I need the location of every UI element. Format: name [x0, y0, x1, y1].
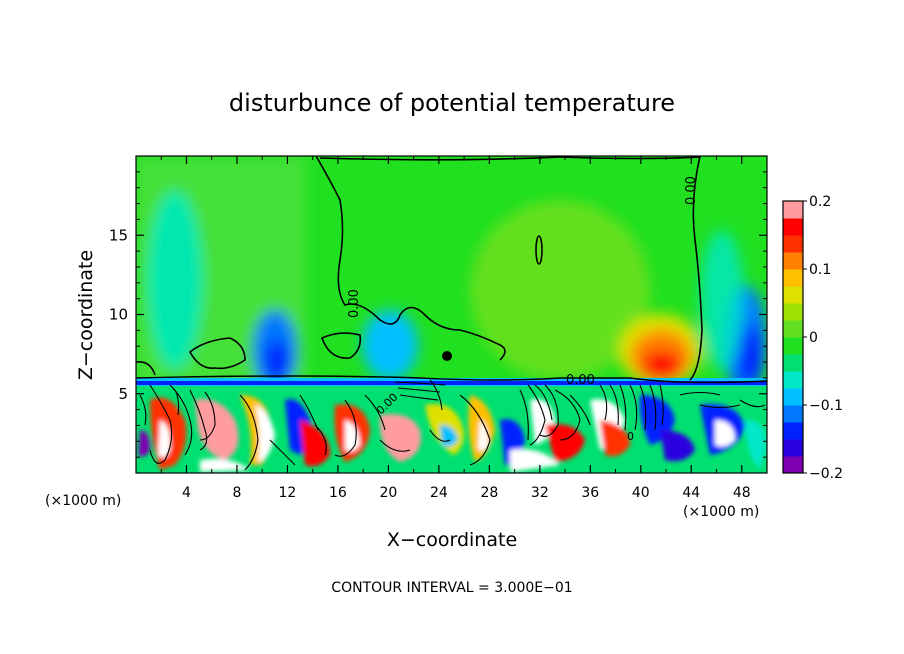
y-axis-label: Z−coordinate — [75, 250, 97, 380]
small-contour-x32 — [535, 235, 543, 265]
colorbar-tick-label: −0.1 — [809, 398, 843, 414]
colorbar-tick-label: 0 — [809, 330, 818, 346]
contour-label: 0.00 — [347, 289, 362, 318]
anomaly-x9-core — [265, 340, 289, 380]
x-tick-label: 20 — [379, 485, 397, 501]
x-tick-label: 48 — [733, 485, 751, 501]
plot-area — [136, 156, 767, 473]
colorbar-segment — [783, 320, 803, 338]
x-tick-label: 24 — [430, 485, 448, 501]
colorbar-tick-label: 0.2 — [809, 194, 831, 210]
x-tick-label: 16 — [329, 485, 347, 501]
lower-turbulent-layer — [136, 386, 767, 473]
colorbar-segment — [783, 235, 803, 253]
colorbar-segment — [783, 201, 803, 219]
x-tick-label: 12 — [279, 485, 297, 501]
zero-contour-main — [315, 156, 506, 361]
x-axis-label: X−coordinate — [387, 529, 517, 551]
anomaly-x36 — [700, 230, 744, 370]
anomaly-x17 — [362, 310, 418, 380]
colorbar: 0.2 0.1 0 −0.1 −0.2 — [782, 194, 843, 482]
zero-contour-mid-loop — [320, 332, 362, 359]
colorbar-segment — [783, 218, 803, 236]
x-tick-label: 44 — [682, 485, 700, 501]
y-axis: 5 10 15 — [109, 171, 767, 458]
x-unit-left: (×1000 m) — [45, 493, 121, 509]
chart-title: disturbunce of potential temperature — [229, 89, 675, 117]
lower-contours — [139, 379, 766, 471]
colorbar-segment — [783, 252, 803, 270]
y-tick-label: 5 — [118, 385, 128, 403]
zero-contour-band — [136, 375, 767, 384]
x-tick-label: 32 — [531, 485, 549, 501]
colorbar-segment — [783, 405, 803, 423]
colorbar-segment — [783, 269, 803, 287]
colorbar-segment — [783, 371, 803, 389]
colorbar-tick-label: 0.1 — [809, 262, 831, 278]
inversion-layer-core — [136, 381, 767, 385]
colorbar-segment — [783, 286, 803, 304]
colorbar-segment — [783, 337, 803, 355]
left-cyan-anomaly — [147, 190, 203, 370]
contour-interval-footer: CONTOUR INTERVAL = 3.000E−01 — [331, 580, 572, 596]
colorbar-tick-label: −0.2 — [809, 466, 843, 482]
x-tick-label: 4 — [182, 485, 191, 501]
colorbar-segment — [783, 388, 803, 406]
x-tick-label: 40 — [632, 485, 650, 501]
small-contour-x24 — [442, 351, 452, 361]
colorbar-segment — [783, 456, 803, 474]
colorbar-segment — [783, 303, 803, 321]
y-tick-label: 15 — [109, 226, 128, 244]
x-axis: 4 8 12 16 20 24 28 32 36 40 44 48 — [160, 156, 751, 501]
contour-annotation: 0 — [627, 430, 634, 443]
upper-field — [136, 156, 767, 395]
x-tick-label: 8 — [232, 485, 241, 501]
y-tick-label: 10 — [109, 306, 128, 324]
colorbar-segment — [783, 439, 803, 457]
zero-contour-left-loop — [188, 337, 246, 370]
x-unit-right: (×1000 m) — [683, 504, 759, 520]
x-tick-label: 28 — [480, 485, 498, 501]
colorbar-segment — [783, 354, 803, 372]
right-light-field — [470, 200, 650, 380]
x-tick-label: 36 — [581, 485, 599, 501]
warm-anomaly-x41-core — [642, 351, 682, 379]
zero-contour-right — [689, 156, 703, 381]
contour-label: 0.00 — [566, 373, 595, 388]
contour-label: 0.00 — [684, 176, 699, 205]
anomaly-x47-core — [738, 325, 762, 385]
colorbar-segment — [783, 422, 803, 440]
